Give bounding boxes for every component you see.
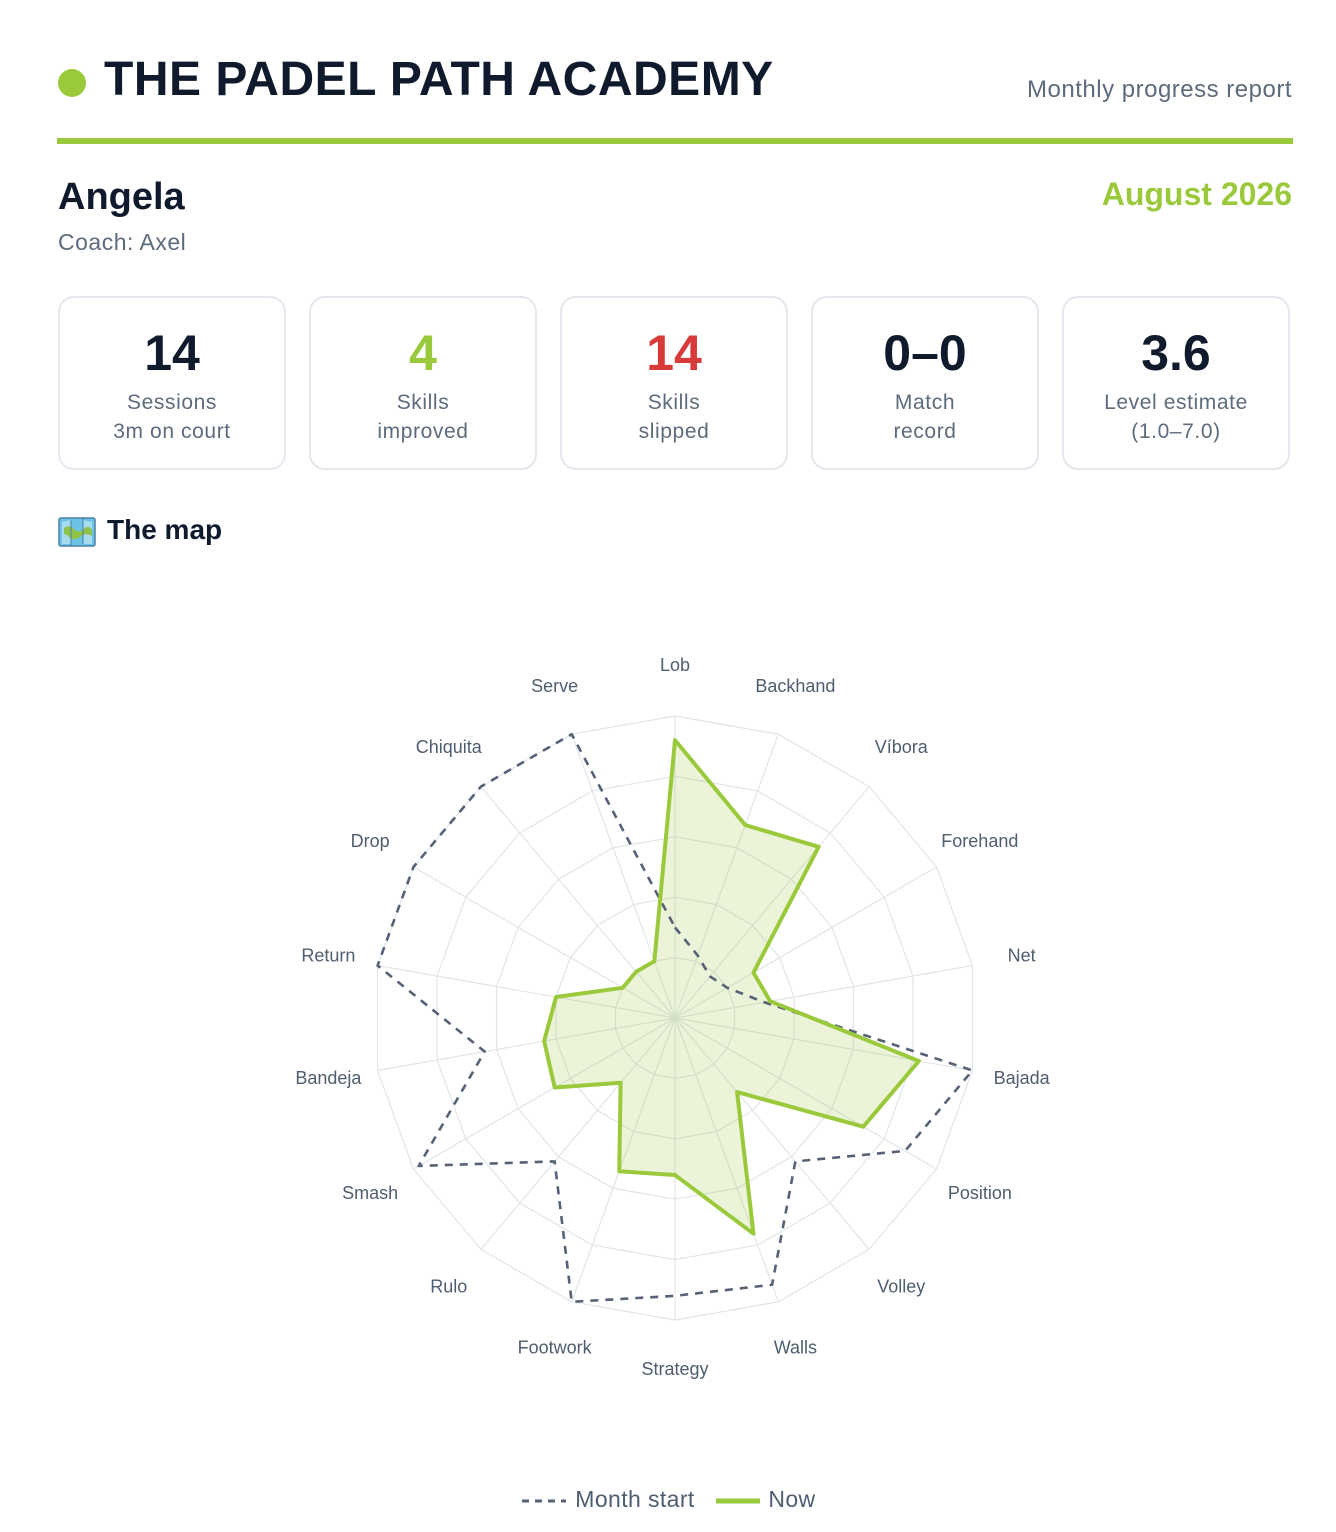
grid-spoke [674, 866, 937, 1019]
grid-spoke [377, 964, 676, 1019]
report-period: August 2026 [1101, 176, 1292, 212]
report-header: THE PADEL PATH ACADEMY Monthly progress … [58, 52, 1292, 112]
axis-label: Footwork [518, 1338, 593, 1358]
stat-card-level: 3.6 Level estimate (1.0–7.0) [1062, 296, 1290, 470]
axis-label: Forehand [941, 831, 1018, 851]
legend-label: Now [768, 1486, 816, 1512]
grid-spoke [480, 1017, 676, 1250]
axis-label: Bandeja [295, 1068, 362, 1088]
grid-spoke [674, 964, 973, 1019]
stat-value: 0–0 [883, 325, 967, 381]
stat-label: Level estimate (1.0–7.0) [1064, 388, 1288, 446]
series-line-now [542, 738, 921, 1236]
grid-spoke [674, 1017, 937, 1170]
axis-label: Smash [342, 1183, 398, 1203]
grid-spoke [674, 1017, 779, 1302]
student-name: Angela [58, 176, 185, 218]
axis-label: Strategy [641, 1359, 708, 1379]
legend-item-now: Now [714, 1486, 816, 1513]
stat-card-slipped: 14 Skills slipped [560, 296, 788, 470]
radar-chart: Lob Backhand Víbora Forehand Net Bajada Positi… [295, 655, 1051, 1379]
stat-label-line: Sessions [126, 391, 217, 414]
stat-label-line: Skills [396, 391, 450, 414]
stat-value: 14 [144, 325, 200, 381]
stat-label-line: slipped [638, 420, 710, 443]
axis-label: Rulo [430, 1276, 467, 1296]
axis-label: Chiquita [416, 737, 483, 757]
series-line-month-start [376, 732, 974, 1304]
axis-label: Bajada [994, 1068, 1051, 1088]
stat-card-sessions: 14 Sessions 3m on court [58, 296, 286, 470]
grid-spoke [571, 734, 676, 1019]
stat-label-line: improved [377, 420, 469, 443]
grid-spoke [674, 786, 870, 1019]
grid-spoke [377, 1017, 676, 1072]
brand-dot [58, 69, 86, 97]
stat-label-line: Match [894, 391, 956, 414]
stat-label-line: (1.0–7.0) [1131, 420, 1221, 443]
grid-spoke [674, 1017, 870, 1250]
stat-card-improved: 4 Skills improved [309, 296, 537, 470]
grid-spoke [413, 1017, 676, 1170]
grid-spoke [674, 1017, 973, 1072]
axis-label: Net [1008, 946, 1036, 966]
stat-card-match-record: 0–0 Match record [811, 296, 1039, 470]
coach-name: Coach: Axel [58, 229, 187, 255]
stat-label-line: record [893, 420, 957, 443]
axis-label: Return [301, 946, 355, 966]
chart-legend: Month start Now [0, 1486, 1336, 1513]
grid-spoke [571, 1017, 676, 1302]
stats-row: 14 Sessions 3m on court 4 Skills improve… [58, 296, 1294, 472]
stat-value: 4 [409, 325, 437, 381]
report-subtitle: Monthly progress report [1027, 76, 1292, 103]
section-title: The map [107, 514, 223, 545]
stat-label-line: 3m on court [113, 420, 231, 443]
axis-label: Lob [660, 655, 690, 675]
grid-spoke [480, 786, 676, 1019]
stat-label: Sessions 3m on court [60, 388, 284, 446]
axis-label: Volley [877, 1276, 925, 1296]
stat-label: Skills slipped [562, 388, 786, 446]
legend-label: Month start [575, 1486, 695, 1512]
stat-label: Match record [813, 388, 1037, 446]
stat-label-line: Level estimate [1104, 391, 1248, 414]
grid-spoke [674, 734, 779, 1019]
legend-item-month-start: Month start [520, 1486, 694, 1513]
academy-title: THE PADEL PATH ACADEMY [104, 53, 774, 106]
solid-line-swatch [715, 1498, 760, 1504]
axis-label: Position [948, 1183, 1012, 1203]
grid-spoke [413, 866, 676, 1019]
stat-label-line: Skills [647, 391, 701, 414]
stat-label: Skills improved [311, 388, 535, 446]
header-rule [57, 138, 1293, 144]
axis-label: Backhand [755, 676, 835, 696]
stat-value: 14 [646, 325, 702, 381]
axis-label: Walls [774, 1338, 817, 1358]
map-icon [58, 517, 96, 547]
dashed-line-swatch [522, 1499, 567, 1503]
stat-value: 3.6 [1141, 325, 1211, 381]
axis-label: Serve [531, 676, 578, 696]
series-area-now [544, 740, 919, 1234]
axis-label: Drop [351, 831, 390, 851]
axis-label: Víbora [875, 737, 929, 757]
